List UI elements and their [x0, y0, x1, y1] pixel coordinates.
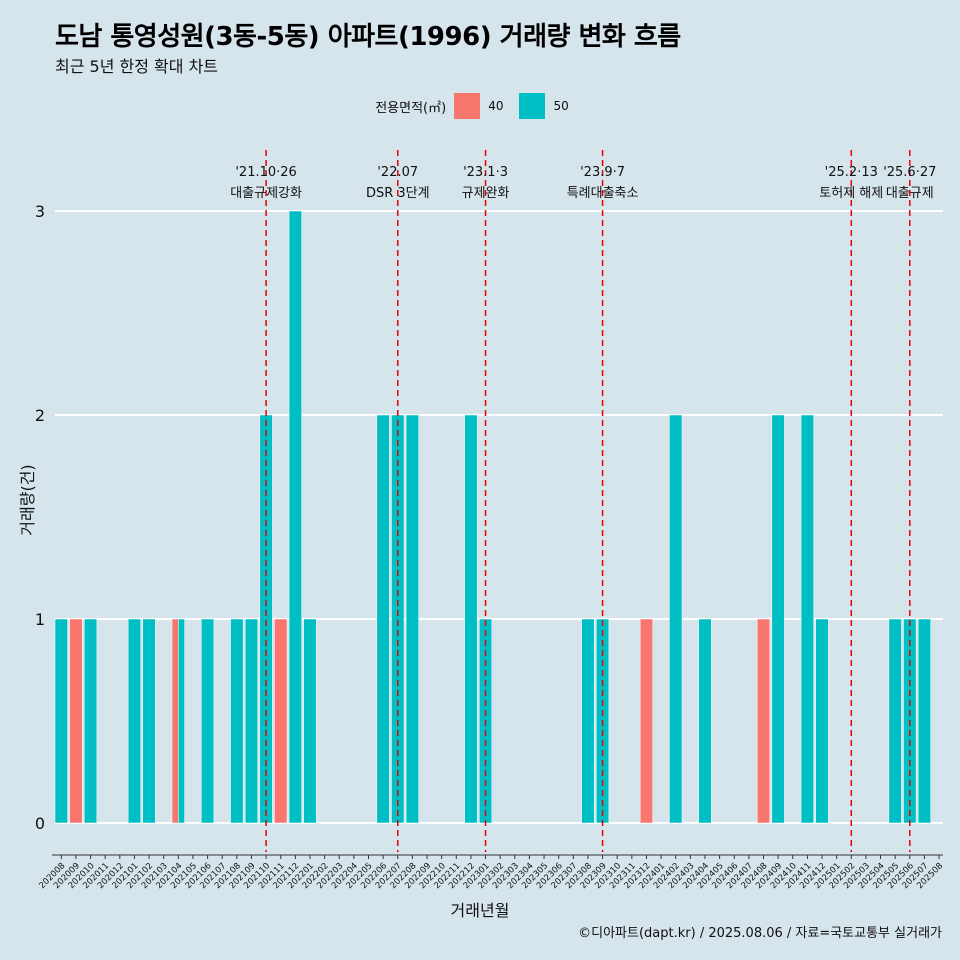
- event-date: '25.2·13: [825, 165, 878, 180]
- bar-50-202010: [84, 618, 98, 824]
- bar-40-202104: [171, 618, 179, 824]
- source-caption: ©디아파트(dapt.kr) / 2025.08.06 / 자료=국토교통부 실…: [578, 926, 942, 941]
- bar-50-202412: [815, 618, 829, 824]
- event-label: 대출규제: [886, 186, 934, 201]
- bar-50-202104: [178, 618, 185, 824]
- x-axis-label: 거래년월: [450, 901, 510, 920]
- legend-key-50: [519, 93, 546, 119]
- bar-50-202505: [888, 618, 902, 824]
- bar-50-202402: [669, 414, 683, 824]
- bar-40-202408: [756, 618, 771, 824]
- bar-40-202111: [274, 618, 288, 824]
- bar-50-202212: [464, 414, 478, 824]
- bar-50-202201: [303, 618, 317, 824]
- bar-50-202206: [376, 414, 390, 824]
- y-tick-label: 1: [35, 610, 45, 629]
- event-date: '23.1·3: [463, 165, 508, 180]
- legend: 전용면적(㎡) 40 50: [0, 93, 960, 119]
- event-label: DSR 3단계: [366, 186, 430, 201]
- bar-50-202106: [201, 618, 215, 824]
- bar-50-202411: [800, 414, 814, 824]
- chart-subtitle: 최근 5년 한정 확대 차트: [55, 57, 219, 76]
- event-date: '21.10·26: [235, 165, 296, 180]
- bar-50-202102: [142, 618, 156, 824]
- bar-50-202112: [288, 210, 302, 824]
- legend-label-40: 40: [488, 99, 504, 113]
- y-tick-label: 3: [35, 202, 45, 221]
- bar-50-202507: [917, 618, 931, 824]
- y-tick-label: 2: [35, 406, 45, 425]
- legend-title: 전용면적(㎡): [375, 100, 447, 116]
- event-date: '23.9·7: [580, 165, 625, 180]
- event-label: 토허제 해제: [819, 186, 883, 201]
- legend-label-50: 50: [553, 99, 569, 113]
- bar-50-202108: [230, 618, 244, 824]
- bar-50-202404: [698, 618, 712, 824]
- event-date: '25.6·27: [883, 165, 936, 180]
- bar-50-202208: [405, 414, 419, 824]
- event-date: '22.07: [377, 165, 418, 180]
- legend-key-40: [454, 93, 481, 119]
- y-axis-label: 거래량(건): [18, 464, 37, 536]
- bar-50-202109: [244, 618, 259, 824]
- bar-40-202009: [69, 618, 83, 824]
- y-tick-label: 0: [35, 814, 45, 833]
- bar-50-202308: [581, 618, 595, 824]
- bar-50-202008: [54, 618, 68, 824]
- bar-50-202409: [771, 414, 785, 824]
- chart-title: 도남 통영성원(3동-5동) 아파트(1996) 거래량 변화 흐름: [55, 22, 681, 52]
- bar-40-202312: [639, 618, 654, 824]
- event-label: 규제완화: [462, 186, 510, 201]
- event-label: 특례대출축소: [567, 186, 639, 201]
- event-label: 대출규제강화: [230, 186, 302, 201]
- bar-50-202101: [127, 618, 141, 824]
